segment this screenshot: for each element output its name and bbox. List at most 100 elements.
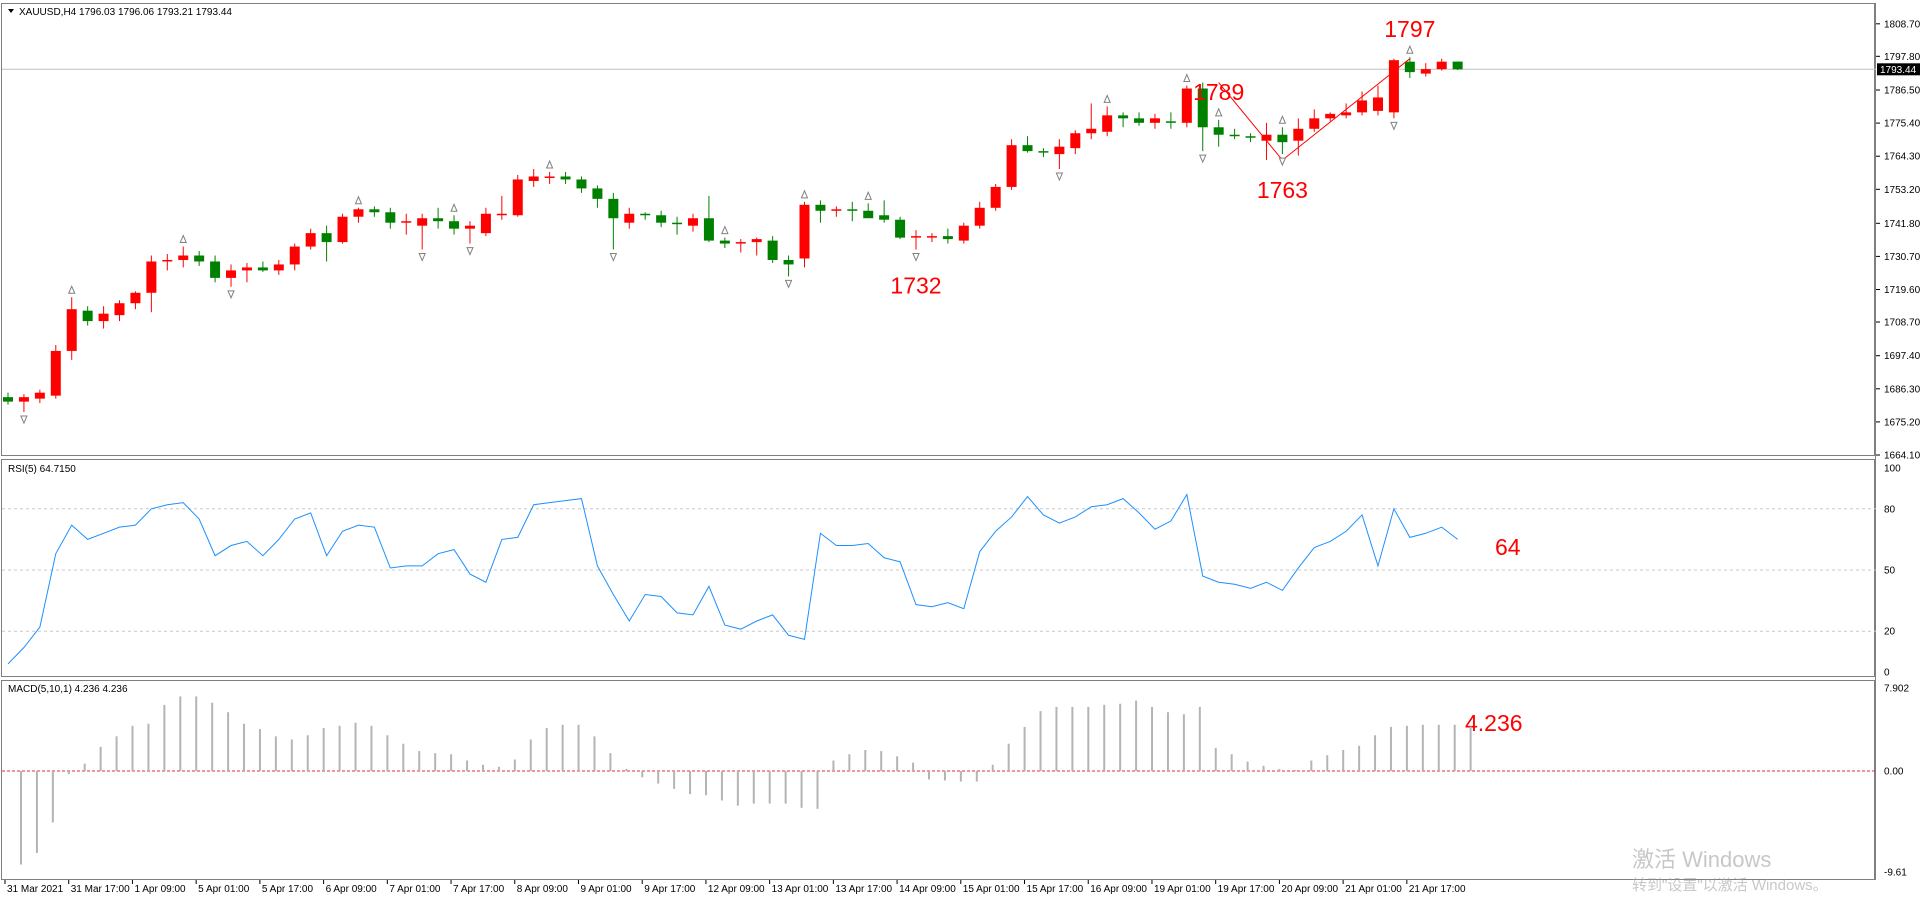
fractal-up-marker (1406, 44, 1414, 54)
fractal-up-marker (864, 191, 872, 200)
candle-body (576, 179, 587, 189)
fractal-up-marker (1183, 73, 1191, 83)
rsi-value-annotation: 64 (1495, 534, 1521, 560)
candle-body (449, 221, 460, 229)
price-tick-label: 1664.10 (1884, 451, 1920, 462)
time-tick-label: 21 Apr 01:00 (1345, 884, 1402, 895)
fractal-up-marker (179, 234, 187, 244)
candle-body (624, 213, 635, 223)
candle-body (1436, 61, 1447, 70)
candle-body (703, 218, 714, 241)
time-tick-label: 7 Apr 17:00 (453, 884, 505, 895)
candle-body (1070, 133, 1081, 149)
candle-body (1245, 136, 1256, 138)
candle-body (640, 213, 651, 216)
price-annotation: 1732 (890, 273, 941, 299)
candle-body (528, 176, 539, 181)
candle-body (735, 242, 746, 244)
activation-watermark-hint: 转到"设置"以激活 Windows。 (1632, 877, 1828, 894)
candle-body (241, 267, 252, 271)
candle-body (560, 176, 571, 180)
candle-body (1325, 113, 1336, 119)
price-tick-label: 1808.70 (1884, 19, 1920, 30)
candle-body (417, 218, 428, 226)
rsi-plot: 100 80 50 20 0 (2, 464, 1901, 679)
fractal-down-marker (1278, 157, 1287, 167)
candle-body (1309, 118, 1320, 129)
fractal-up-marker (1278, 115, 1287, 124)
candle-body (958, 225, 969, 241)
price-tick-label: 1775.40 (1884, 119, 1920, 130)
fractal-down-marker (1055, 172, 1064, 182)
price-tick-label: 1675.20 (1884, 417, 1920, 428)
time-tick-label: 7 Apr 01:00 (389, 884, 441, 895)
fractal-down-marker (227, 290, 235, 300)
candle-body (895, 219, 906, 238)
candle-body (66, 309, 77, 351)
candle-body (1118, 115, 1129, 119)
candle-body (799, 204, 810, 259)
candle-body (337, 216, 348, 243)
fractal-down-marker (418, 253, 426, 262)
candle-body (178, 255, 189, 260)
time-tick-label: 8 Apr 09:00 (517, 884, 569, 895)
chart-menu-triangle-icon[interactable] (8, 9, 14, 13)
candle-body (815, 204, 826, 211)
candle-body (194, 255, 205, 262)
time-tick-label: 15 Apr 01:00 (963, 884, 1020, 895)
candle-body (98, 313, 109, 322)
candle-body (1213, 127, 1224, 135)
time-tick-label: 13 Apr 01:00 (772, 884, 829, 895)
candle-body (1197, 88, 1208, 128)
time-axis: 31 Mar 2021 31 Mar 17:00 1 Apr 09:00 5 Apr … (4, 880, 1466, 895)
candle-body (305, 233, 316, 247)
candle-body (926, 236, 937, 238)
candle-body (18, 397, 29, 402)
time-tick-label: 1 Apr 09:00 (134, 884, 186, 895)
candle-body (1388, 60, 1399, 113)
candle-body (512, 179, 523, 216)
candle-body (1086, 128, 1097, 134)
price-tick-label: 1697.40 (1884, 351, 1920, 362)
fractal-up-marker (1103, 94, 1111, 103)
candle-body (1054, 146, 1065, 155)
price-tick-label: 1786.50 (1884, 86, 1920, 97)
candle-body (82, 310, 93, 322)
candle-body (1357, 100, 1368, 113)
candle-body (687, 218, 698, 226)
time-tick-label: 21 Apr 17:00 (1409, 884, 1466, 895)
fractal-down-marker (912, 253, 920, 262)
candle-body (1022, 145, 1033, 152)
candle-body (990, 186, 1001, 208)
rsi-tick-label: 100 (1884, 464, 1901, 475)
candle-body (544, 176, 555, 178)
candle-body (656, 215, 667, 223)
candle-body (831, 209, 842, 211)
rsi-line (7, 493, 1458, 665)
time-tick-label: 31 Mar 17:00 (71, 884, 130, 895)
current-price-box (1877, 63, 1920, 76)
fractal-up-marker (450, 202, 458, 212)
time-tick-label: 13 Apr 17:00 (835, 884, 892, 895)
fractal-up-marker (67, 284, 76, 294)
candle-body (751, 239, 762, 243)
candle-body (480, 213, 491, 234)
candle-body (1149, 118, 1160, 123)
fractal-down-marker (1390, 121, 1398, 131)
candle-body (162, 259, 173, 262)
candle-body (1181, 88, 1192, 123)
fractal-down-marker (20, 415, 28, 425)
candle-body (464, 225, 475, 229)
price-tick-label: 1719.60 (1884, 285, 1920, 296)
time-tick-label: 19 Apr 01:00 (1154, 884, 1211, 895)
symbol-title: XAUUSD,H4 1796.03 1796.06 1793.21 1793.4… (19, 7, 232, 18)
rsi-tick-label: 50 (1884, 566, 1896, 577)
price-tick-label: 1753.20 (1884, 185, 1920, 196)
candle-body (879, 215, 890, 220)
candle-body (1341, 112, 1352, 116)
time-tick-label: 9 Apr 01:00 (580, 884, 632, 895)
price-plot: 1808.70 1797.80 1786.50 1775.40 1764.30 1753.… (2, 16, 1920, 462)
current-price-label: 1793.44 (1880, 65, 1917, 76)
